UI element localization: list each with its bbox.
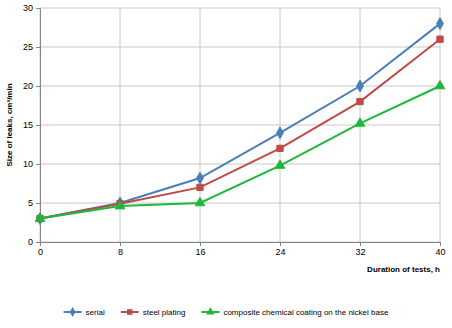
tick-label: 20 [23, 81, 33, 91]
tick: 40 [435, 242, 445, 257]
tick: 15 [23, 120, 40, 130]
legend-label: steel plating [143, 308, 186, 317]
tick-label: 16 [195, 247, 205, 257]
legend-label: composite chemical coating on the nickel… [223, 308, 389, 317]
grid-line [40, 8, 440, 9]
legend-item: steel plating [121, 308, 186, 317]
tick: 0 [28, 237, 40, 247]
tick: 24 [275, 242, 285, 257]
tick-mark [36, 125, 40, 126]
marker [355, 118, 365, 126]
marker [277, 127, 284, 139]
tick-label: 15 [23, 120, 33, 130]
axis-line [41, 243, 441, 247]
tick: 20 [23, 81, 40, 91]
x-axis-title: Duration of tests, h [367, 265, 440, 274]
grid-line [40, 125, 440, 126]
series-line [40, 24, 440, 219]
marker [435, 80, 445, 88]
tick-mark [40, 242, 41, 246]
tick: 0 [38, 242, 43, 257]
tick: 5 [28, 198, 40, 208]
grid [40, 8, 440, 242]
axis-line [36, 9, 41, 243]
tick-mark [36, 8, 40, 9]
tick-mark [440, 242, 441, 246]
tick-label: 25 [23, 42, 33, 52]
tick-mark [36, 86, 40, 87]
tick-mark [280, 242, 281, 246]
marker [277, 145, 283, 151]
marker [115, 201, 125, 209]
tick-mark [120, 242, 121, 246]
legend-marker [206, 307, 214, 314]
tick: 25 [23, 42, 40, 52]
tick: 10 [23, 159, 40, 169]
tick-label: 40 [435, 247, 445, 257]
chart: 0 5 10 15 20 25 30 0 8 16 24 32 40 Duration of tests,… [0, 0, 452, 328]
tick-label: 32 [355, 247, 365, 257]
x-axis: 0 8 16 24 32 40 [38, 242, 446, 257]
tick-mark [36, 203, 40, 204]
plot: 0 5 10 15 20 25 30 0 8 16 24 32 40 [23, 3, 446, 257]
grid-line [40, 47, 440, 48]
tick-mark [360, 242, 361, 246]
y-axis: 0 5 10 15 20 25 30 [23, 3, 41, 247]
tick: 32 [355, 242, 365, 257]
marker [437, 36, 443, 42]
tick-label: 0 [28, 237, 33, 247]
marker [357, 98, 363, 104]
tick-label: 0 [38, 247, 43, 257]
legend-label: serial [86, 308, 105, 317]
series-line [40, 39, 440, 218]
tick: 8 [118, 242, 123, 257]
marker [357, 80, 364, 92]
series-group [35, 18, 445, 225]
grid-line [40, 203, 440, 204]
marker [197, 172, 204, 184]
legend-marker [70, 307, 76, 317]
grid-line [200, 8, 201, 242]
series-line [40, 86, 440, 219]
tick-mark [200, 242, 201, 246]
tick-mark [36, 47, 40, 48]
marker [275, 160, 285, 168]
marker [35, 213, 45, 221]
marker [197, 184, 203, 190]
y-axis-title: Size of leaks, cm³/min [5, 83, 14, 166]
marker [195, 197, 205, 205]
marker [437, 18, 444, 30]
tick-label: 8 [118, 247, 123, 257]
tick-mark [36, 164, 40, 165]
legend-marker [127, 309, 132, 314]
legend-item: composite chemical coating on the nickel… [201, 307, 389, 317]
tick-mark [36, 242, 40, 243]
tick-label: 10 [23, 159, 33, 169]
grid-line [280, 8, 281, 242]
legend: serial steel plating composite chemical co… [64, 307, 389, 317]
tick-label: 5 [28, 198, 33, 208]
legend-item: serial [64, 307, 105, 317]
tick-label: 30 [23, 3, 33, 13]
grid-line [440, 8, 441, 242]
tick: 30 [23, 3, 40, 13]
tick: 16 [195, 242, 205, 257]
tick-label: 24 [275, 247, 285, 257]
grid-line [40, 164, 440, 165]
